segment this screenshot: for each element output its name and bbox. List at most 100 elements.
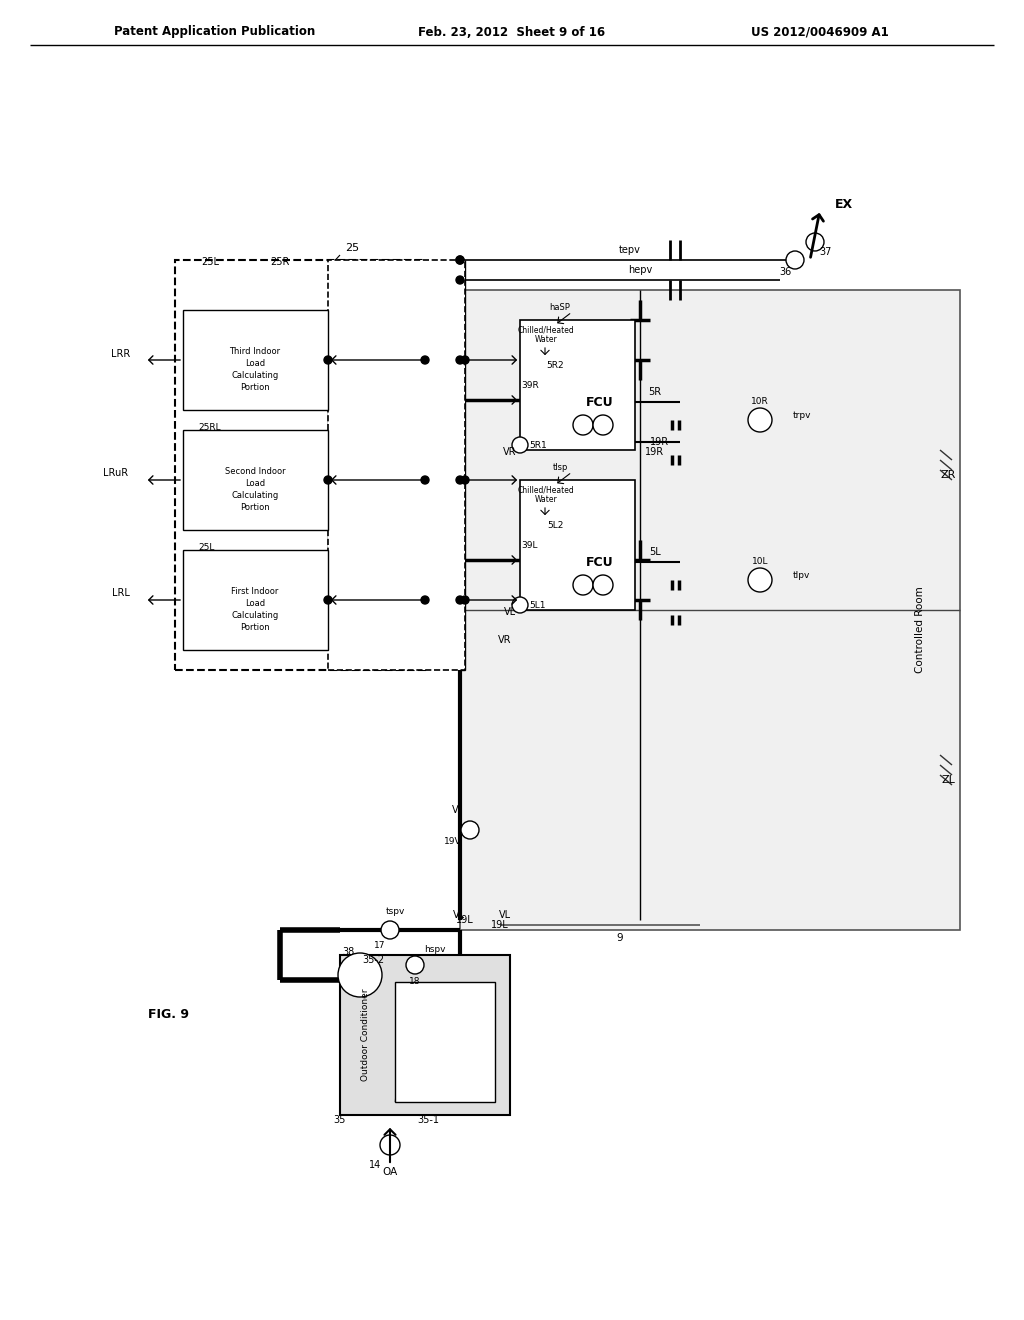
Circle shape: [406, 956, 424, 974]
Bar: [520, 319, 635, 450]
Text: Portion: Portion: [241, 503, 269, 512]
Circle shape: [748, 568, 772, 591]
Text: 37: 37: [819, 247, 831, 257]
Circle shape: [593, 576, 613, 595]
Text: Second Indoor: Second Indoor: [224, 467, 286, 477]
Text: Third Indoor: Third Indoor: [229, 347, 281, 356]
Text: FIG. 9: FIG. 9: [148, 1008, 189, 1022]
Circle shape: [456, 256, 464, 264]
Text: Controlled Room: Controlled Room: [915, 586, 925, 673]
Text: Outdoor Conditioner: Outdoor Conditioner: [360, 989, 370, 1081]
Bar: [183, 550, 328, 649]
Bar: [175, 260, 425, 671]
Text: 19R: 19R: [645, 447, 665, 457]
Text: 9: 9: [616, 933, 624, 942]
Circle shape: [512, 597, 528, 612]
Text: haSP: haSP: [550, 304, 570, 313]
Circle shape: [380, 1135, 400, 1155]
Text: OA: OA: [382, 1167, 397, 1177]
Text: First Indoor: First Indoor: [231, 587, 279, 597]
Text: VR: VR: [503, 447, 517, 457]
Text: 19R: 19R: [650, 437, 670, 447]
Circle shape: [573, 576, 593, 595]
Bar: [328, 260, 465, 671]
Text: 35-1: 35-1: [417, 1115, 439, 1125]
Circle shape: [461, 477, 469, 484]
Text: tspv: tspv: [385, 908, 404, 916]
Text: ZL: ZL: [941, 775, 955, 785]
Circle shape: [456, 276, 464, 284]
Text: Portion: Portion: [241, 384, 269, 392]
Text: Feb. 23, 2012  Sheet 9 of 16: Feb. 23, 2012 Sheet 9 of 16: [419, 25, 605, 38]
Text: 39L: 39L: [522, 540, 539, 549]
Text: Calculating: Calculating: [231, 491, 279, 500]
Text: LRR: LRR: [111, 348, 130, 359]
Text: 18: 18: [410, 978, 421, 986]
Circle shape: [456, 597, 464, 605]
Circle shape: [456, 356, 464, 364]
Circle shape: [461, 356, 469, 364]
Bar: [340, 954, 510, 1115]
Text: VR: VR: [499, 635, 512, 645]
Circle shape: [324, 356, 332, 364]
Text: 10R: 10R: [752, 397, 769, 407]
Circle shape: [421, 597, 429, 605]
Bar: [520, 480, 635, 610]
Text: 5R2: 5R2: [546, 360, 564, 370]
Text: trpv: trpv: [793, 411, 811, 420]
Text: Chilled/Heated: Chilled/Heated: [517, 486, 574, 495]
Bar: [460, 290, 961, 931]
Text: VL: VL: [499, 909, 511, 920]
Text: FCU: FCU: [586, 396, 613, 408]
Text: 35: 35: [334, 1115, 346, 1125]
Text: Calculating: Calculating: [231, 611, 279, 620]
Text: 25RL: 25RL: [198, 422, 220, 432]
Circle shape: [381, 921, 399, 939]
Text: Portion: Portion: [241, 623, 269, 632]
Text: hepv: hepv: [628, 265, 652, 275]
Text: 5R1: 5R1: [529, 441, 547, 450]
Text: ZR: ZR: [940, 470, 955, 480]
Circle shape: [456, 477, 464, 484]
Text: Water: Water: [535, 495, 557, 504]
Text: Load: Load: [245, 599, 265, 609]
Text: 25: 25: [345, 243, 359, 253]
Text: hspv: hspv: [424, 945, 445, 954]
Text: LRL: LRL: [112, 587, 130, 598]
Circle shape: [324, 477, 332, 484]
Circle shape: [421, 477, 429, 484]
Text: VL: VL: [504, 607, 516, 616]
Circle shape: [338, 953, 382, 997]
Text: VL: VL: [453, 909, 465, 920]
Text: FCU: FCU: [586, 556, 613, 569]
Text: Chilled/Heated: Chilled/Heated: [517, 326, 574, 334]
Text: 14: 14: [369, 1160, 381, 1170]
Text: tlsp: tlsp: [552, 463, 567, 473]
Text: tepv: tepv: [620, 246, 641, 255]
Text: 35-2: 35-2: [362, 954, 384, 965]
Text: 38: 38: [342, 946, 354, 957]
Circle shape: [593, 414, 613, 436]
Bar: [183, 430, 328, 531]
Text: 5R: 5R: [648, 387, 662, 397]
Text: Water: Water: [535, 335, 557, 345]
Text: 25L: 25L: [201, 257, 219, 267]
Circle shape: [573, 414, 593, 436]
Text: tlpv: tlpv: [793, 570, 810, 579]
Text: 5L: 5L: [649, 546, 660, 557]
Text: 10L: 10L: [752, 557, 768, 566]
Circle shape: [461, 597, 469, 605]
Circle shape: [748, 408, 772, 432]
Circle shape: [512, 437, 528, 453]
Text: 17: 17: [374, 940, 386, 949]
Text: 5L2: 5L2: [547, 520, 563, 529]
Text: 25L: 25L: [198, 543, 214, 552]
Text: V: V: [452, 805, 459, 814]
Text: Load: Load: [245, 479, 265, 488]
Text: 19V: 19V: [444, 837, 462, 846]
Circle shape: [324, 597, 332, 605]
Circle shape: [461, 821, 479, 840]
Text: 36: 36: [779, 267, 792, 277]
Text: US 2012/0046909 A1: US 2012/0046909 A1: [752, 25, 889, 38]
Text: EX: EX: [835, 198, 853, 211]
